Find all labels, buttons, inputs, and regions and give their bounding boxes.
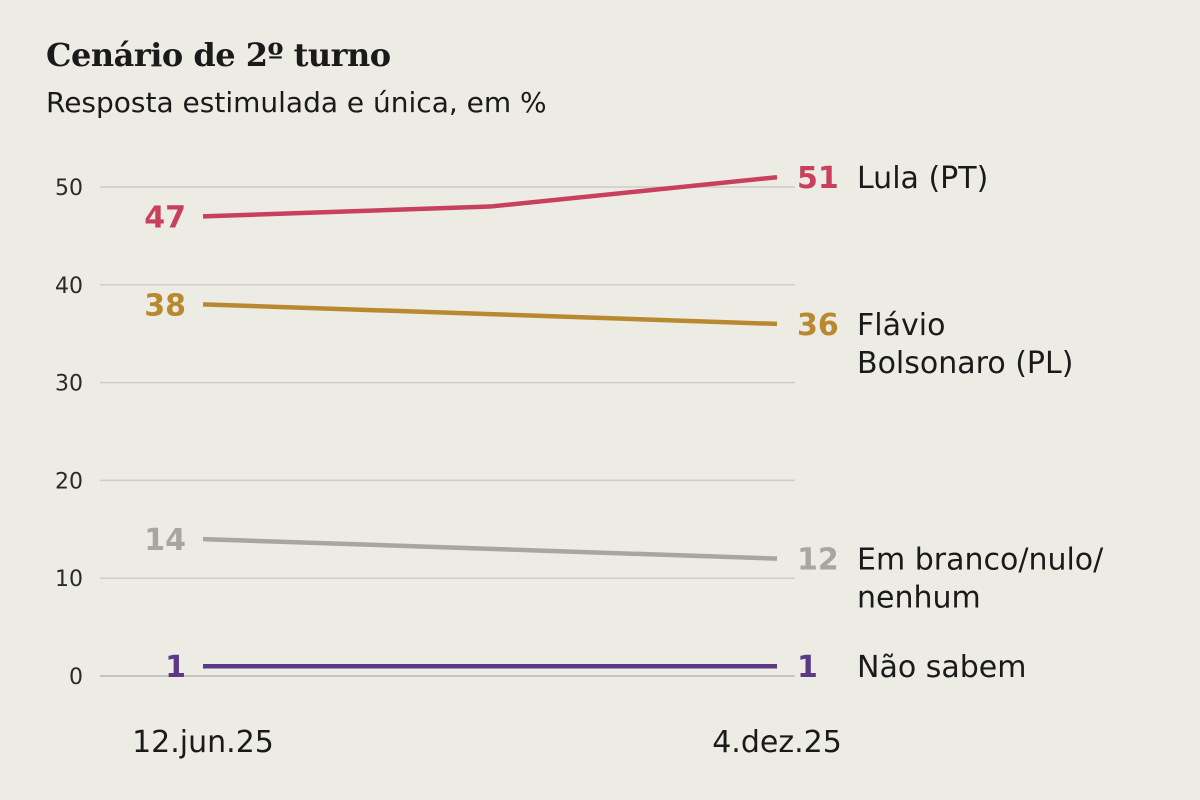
y-tick-label: 20 [55,469,83,494]
end-value-label: 36 [797,308,839,343]
series-line [202,536,778,561]
series-name-label: Bolsonaro (PL) [857,346,1073,381]
y-tick-label: 30 [55,372,83,397]
series-line [202,174,778,219]
end-value-label: 51 [797,161,839,196]
series-name-label: nenhum [857,581,981,616]
y-tick-label: 50 [55,176,83,201]
series-name-label: Não sabem [857,650,1026,685]
series-line [202,302,778,327]
start-value-label: 1 [165,650,186,685]
y-tick-label: 0 [69,665,83,690]
start-value-label: 14 [144,523,186,558]
chart-title: Cenário de 2º turno [46,36,391,74]
y-tick-label: 40 [55,274,83,299]
series-name-label: Em branco/nulo/ [857,543,1104,578]
start-value-label: 38 [144,288,186,323]
x-tick-label: 4.dez.25 [712,725,842,760]
series-name-label: Lula (PT) [857,161,988,196]
y-tick-label: 10 [55,567,83,592]
chart-subtitle: Resposta estimulada e única, em % [46,86,547,119]
series-name-label: Flávio [857,308,945,343]
end-value-label: 1 [797,650,818,685]
start-value-label: 47 [144,200,186,235]
x-tick-label: 12.jun.25 [132,725,274,760]
end-value-label: 12 [797,543,839,578]
